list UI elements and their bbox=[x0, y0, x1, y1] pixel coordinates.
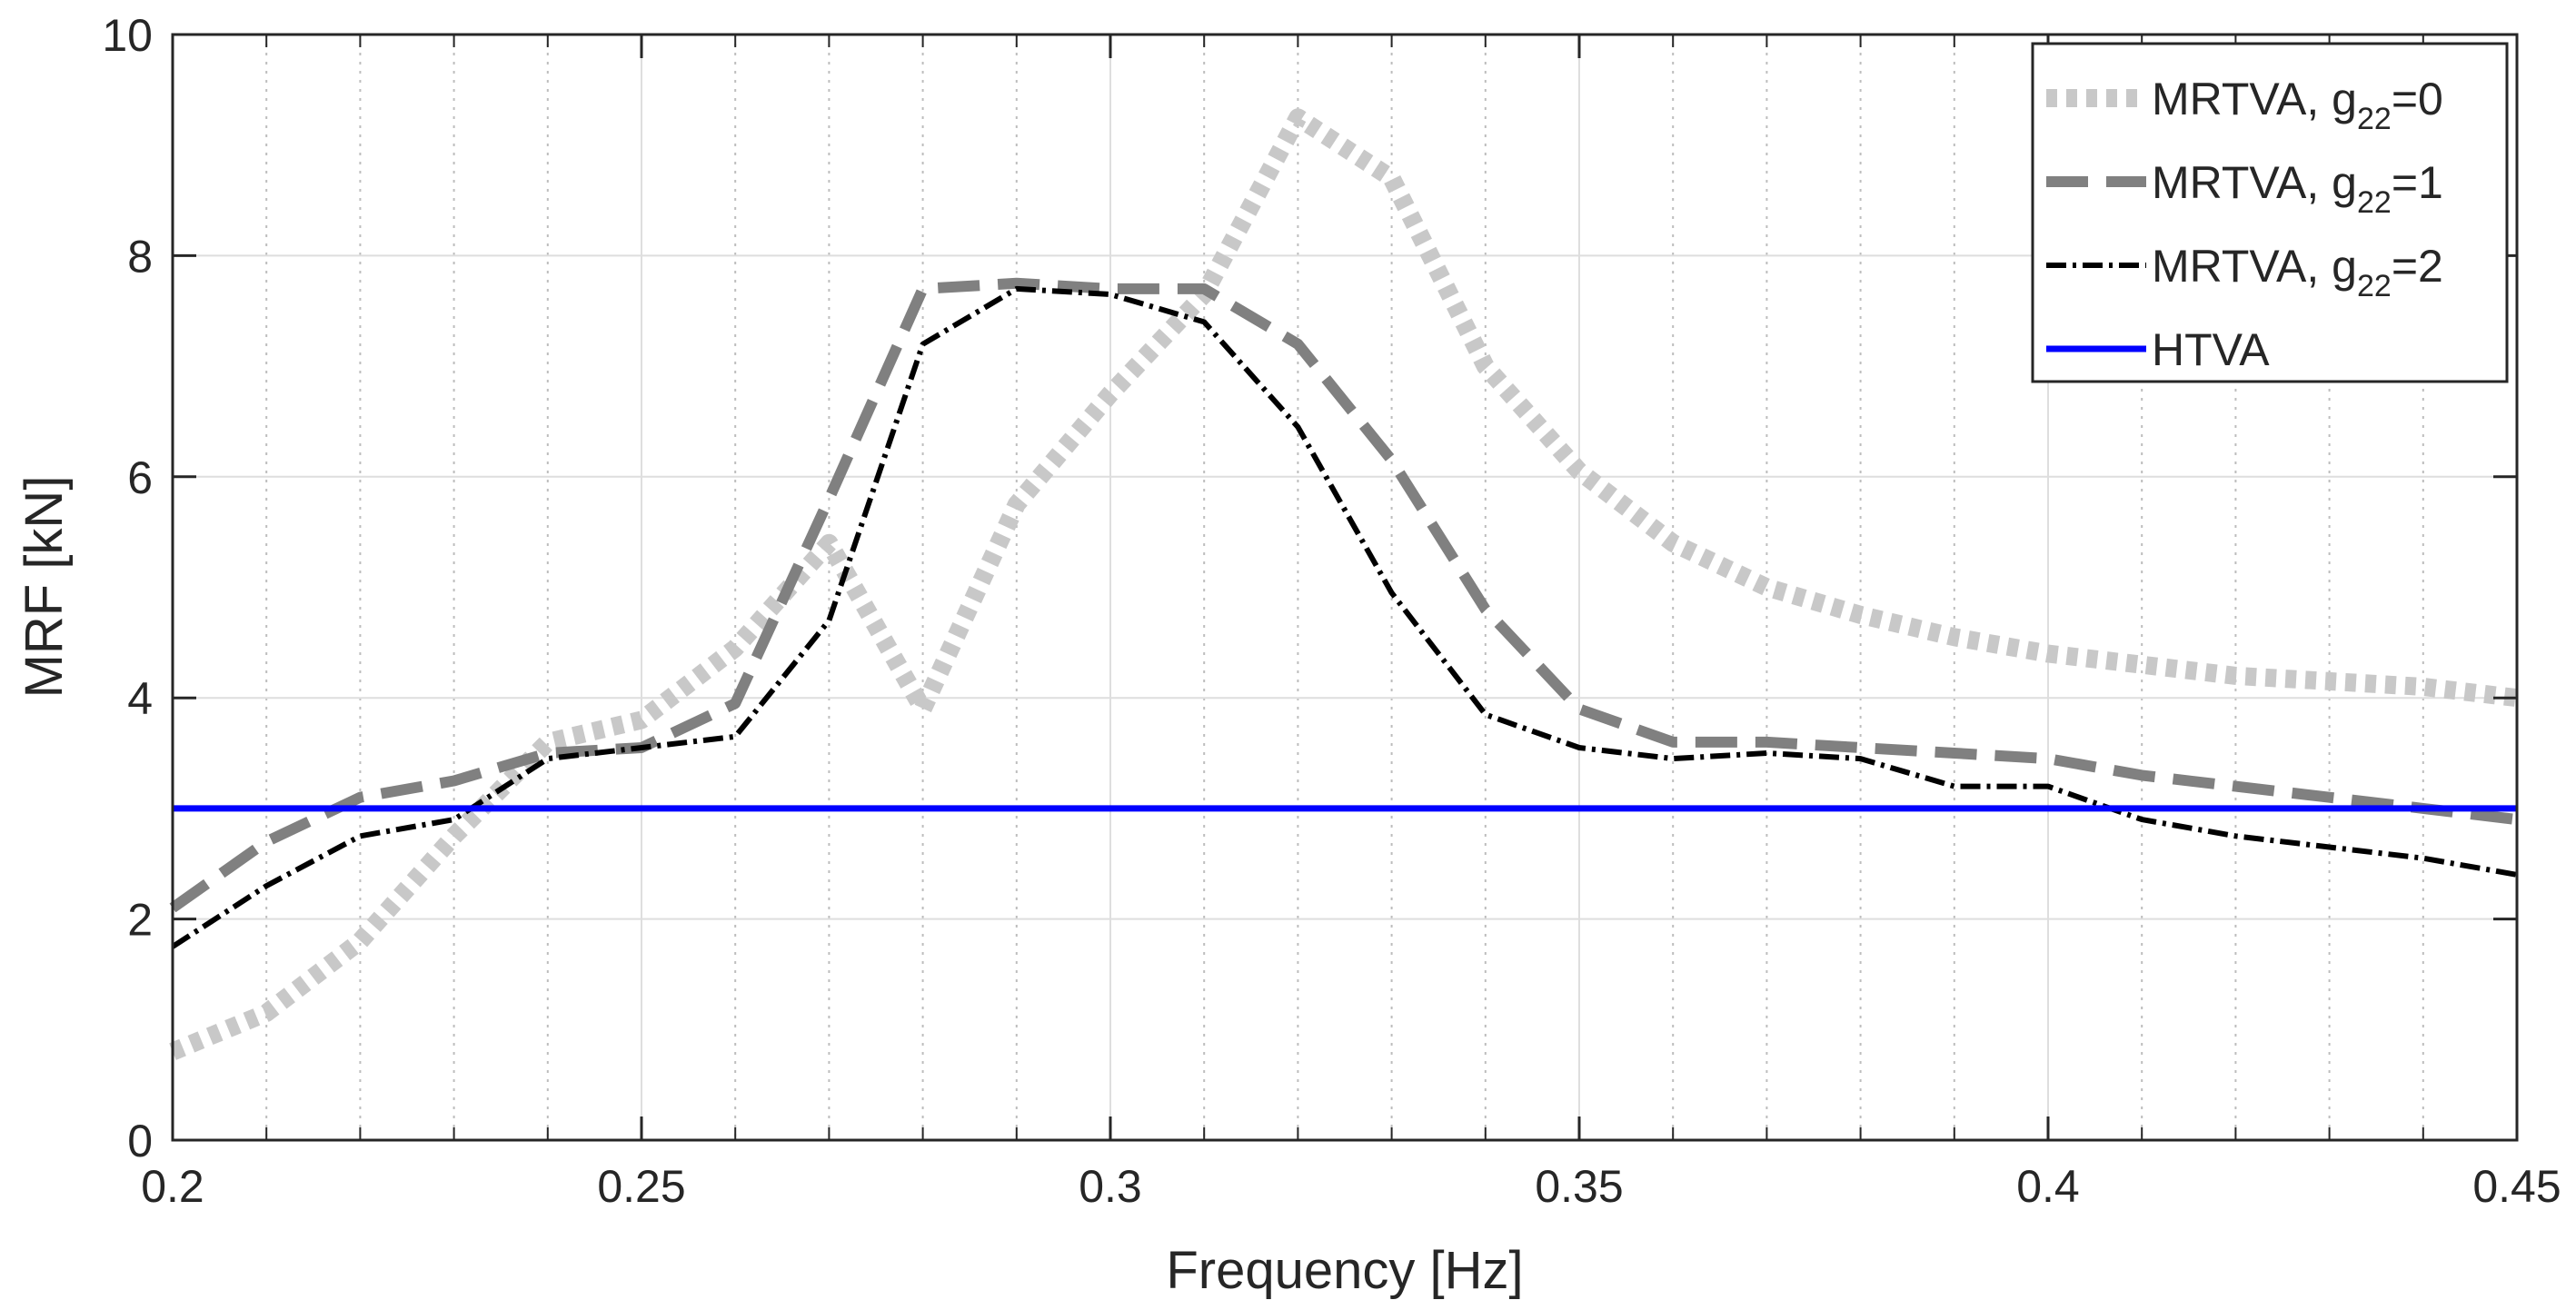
x-tick-label: 0.2 bbox=[141, 1161, 204, 1212]
y-tick-label: 10 bbox=[102, 10, 153, 61]
y-tick-label: 4 bbox=[127, 673, 153, 724]
legend-label-main: HTVA bbox=[2152, 324, 2270, 375]
legend-label-tail: =2 bbox=[2392, 241, 2443, 292]
x-tick-label: 0.45 bbox=[2472, 1161, 2561, 1212]
y-tick-label: 0 bbox=[127, 1116, 153, 1166]
legend-label-main: MRTVA, g bbox=[2152, 157, 2357, 208]
legend-label-subscript: 22 bbox=[2357, 269, 2392, 303]
legend-label-4: HTVA bbox=[2152, 324, 2270, 375]
axes-box bbox=[171, 33, 2519, 1142]
x-tick-label: 0.3 bbox=[1079, 1161, 1142, 1212]
legend-label-3: MRTVA, g22=2 bbox=[2152, 241, 2443, 303]
y-tick-label: 2 bbox=[127, 895, 153, 946]
y-tick-label: 6 bbox=[127, 452, 153, 503]
x-tick-labels: 0.2 0.25 0.3 0.35 0.4 0.45 bbox=[141, 1161, 2561, 1212]
legend-label-2: MRTVA, g22=1 bbox=[2152, 157, 2443, 220]
series-line-1 bbox=[169, 108, 2519, 1060]
x-tick-label: 0.4 bbox=[2016, 1161, 2080, 1212]
series-lines bbox=[169, 108, 2519, 1060]
x-tick-label: 0.25 bbox=[597, 1161, 685, 1212]
legend-label-main: MRTVA, g bbox=[2152, 74, 2357, 124]
series-line-3 bbox=[171, 285, 2518, 949]
x-tick-label: 0.35 bbox=[1535, 1161, 1623, 1212]
y-axis-label: MRF [kN] bbox=[15, 476, 74, 699]
x-axis-label: Frequency [Hz] bbox=[1166, 1241, 1523, 1300]
legend-label-main: MRTVA, g bbox=[2152, 241, 2357, 292]
legend-label-subscript: 22 bbox=[2357, 185, 2392, 220]
y-tick-label: 8 bbox=[127, 231, 153, 282]
tick-marks bbox=[171, 33, 2519, 1142]
y-tick-labels: 0 2 4 6 8 10 bbox=[102, 10, 153, 1166]
legend-label-subscript: 22 bbox=[2357, 102, 2392, 136]
legend-label-tail: =1 bbox=[2392, 157, 2443, 208]
legend-label-tail: =0 bbox=[2392, 74, 2443, 124]
series-line-2 bbox=[169, 277, 2518, 913]
legend-label-1: MRTVA, g22=0 bbox=[2152, 74, 2443, 136]
